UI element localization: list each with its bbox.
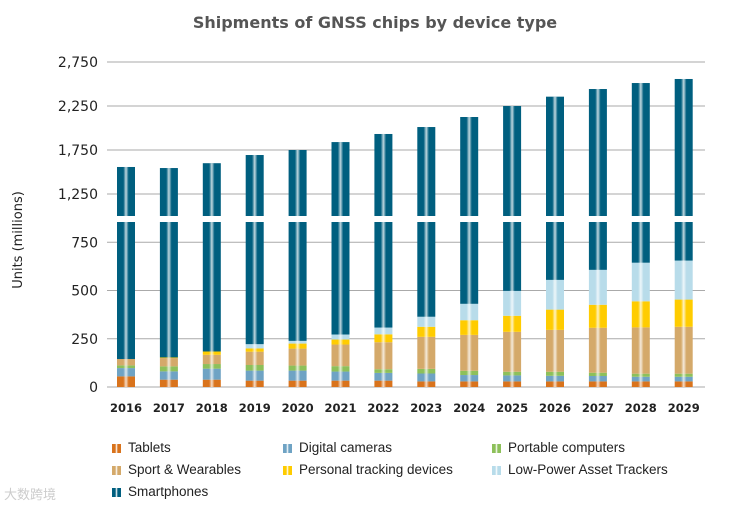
legend-swatch-icon <box>283 465 292 475</box>
legend-label: Portable computers <box>508 440 626 455</box>
y-tick-label: 250 <box>71 332 98 348</box>
x-tick-label: 2027 <box>582 401 614 415</box>
bar-sheen <box>460 117 479 216</box>
bar-stack-2023 <box>417 127 436 387</box>
bar-stack-2021 <box>331 142 350 387</box>
legend-label: Low-Power Asset Trackers <box>508 462 668 477</box>
bar-sheen <box>674 78 693 216</box>
bar-sheen <box>588 222 607 387</box>
bar-stack-2024 <box>460 117 479 387</box>
bar-sheen <box>631 222 650 387</box>
bar-sheen <box>202 222 221 387</box>
legend-swatch-icon <box>492 465 501 475</box>
y-tick-label: 2,750 <box>58 55 98 71</box>
x-tick-label: 2020 <box>282 401 314 415</box>
x-tick-label: 2025 <box>496 401 528 415</box>
x-tick-label: 2023 <box>410 401 442 415</box>
bar-sheen <box>546 96 564 216</box>
legend-label: Sport & Wearables <box>128 462 242 477</box>
bar-sheen <box>503 222 522 387</box>
y-axis-label: Units (millions) <box>11 191 26 289</box>
legend-label: Tablets <box>128 440 171 455</box>
legend-swatch-icon <box>492 443 501 453</box>
y-tick-label: 750 <box>71 235 98 251</box>
legend-label: Digital cameras <box>299 440 393 455</box>
bar-stack-2022 <box>374 133 393 387</box>
x-tick-label: 2028 <box>625 401 657 415</box>
y-tick-label: 2,250 <box>58 99 98 115</box>
legend-swatch-icon <box>283 443 292 453</box>
y-tick-label: 1,750 <box>58 143 98 159</box>
bar-stack-2016 <box>117 166 135 387</box>
bar-sheen <box>245 222 264 387</box>
bar-sheen <box>460 222 479 387</box>
legend-swatch-icon <box>112 443 121 453</box>
legend-item: Tablets <box>112 440 277 456</box>
x-tick-label: 2016 <box>110 401 142 415</box>
bar-stack-2017 <box>159 168 178 387</box>
x-tick-label: 2018 <box>196 401 228 415</box>
legend-label: Smartphones <box>128 484 209 499</box>
bar-stack-2028 <box>631 83 650 387</box>
y-tick-label: 1,250 <box>58 187 98 203</box>
bar-sheen <box>417 222 436 387</box>
bar-sheen <box>503 106 522 216</box>
bar-sheen <box>117 222 135 387</box>
bar-sheen <box>159 222 178 387</box>
legend-item: Low-Power Asset Trackers <box>492 462 692 478</box>
bar-sheen <box>288 150 307 216</box>
legend-item: Personal tracking devices <box>283 462 473 478</box>
x-tick-label: 2021 <box>324 401 356 415</box>
bar-stack-2027 <box>588 89 607 387</box>
bar-stack-2026 <box>546 96 564 387</box>
bar-sheen <box>117 166 135 216</box>
bar-sheen <box>374 133 393 216</box>
bar-sheen <box>374 222 393 387</box>
legend-label: Personal tracking devices <box>299 462 453 477</box>
legend-swatch-icon <box>112 487 121 497</box>
bar-sheen <box>631 83 650 216</box>
bar-sheen <box>331 222 350 387</box>
x-tick-label: 2017 <box>153 401 185 415</box>
bar-sheen <box>331 142 350 216</box>
bar-sheen <box>288 222 307 387</box>
legend-item: Portable computers <box>492 440 692 456</box>
bar-sheen <box>417 127 436 216</box>
bar-stack-2020 <box>288 150 307 387</box>
bar-sheen <box>159 168 178 216</box>
x-tick-label: 2029 <box>668 401 700 415</box>
bar-stack-2029 <box>674 78 693 387</box>
legend-item: Sport & Wearables <box>112 462 277 478</box>
legend-item: Digital cameras <box>283 440 473 456</box>
legend-item: Smartphones <box>112 484 277 500</box>
stacked-bar-chart: Shipments of GNSS chips by device type U… <box>11 13 705 415</box>
chart-title: Shipments of GNSS chips by device type <box>193 13 557 32</box>
bar-stack-2025 <box>503 106 522 387</box>
x-tick-label: 2019 <box>239 401 271 415</box>
bar-sheen <box>546 222 564 387</box>
watermark: 大数跨境 <box>4 488 57 503</box>
bar-stack-2019 <box>245 155 264 387</box>
bar-sheen <box>588 89 607 216</box>
x-tick-label: 2022 <box>367 401 399 415</box>
y-tick-label: 500 <box>71 284 98 300</box>
x-tick-label: 2026 <box>539 401 571 415</box>
y-tick-label: 0 <box>89 380 98 396</box>
legend-swatch-icon <box>112 465 121 475</box>
bar-sheen <box>674 222 693 387</box>
bar-stack-2018 <box>202 163 221 387</box>
bar-sheen <box>202 163 221 216</box>
bar-sheen <box>245 155 264 216</box>
x-tick-label: 2024 <box>453 401 485 415</box>
